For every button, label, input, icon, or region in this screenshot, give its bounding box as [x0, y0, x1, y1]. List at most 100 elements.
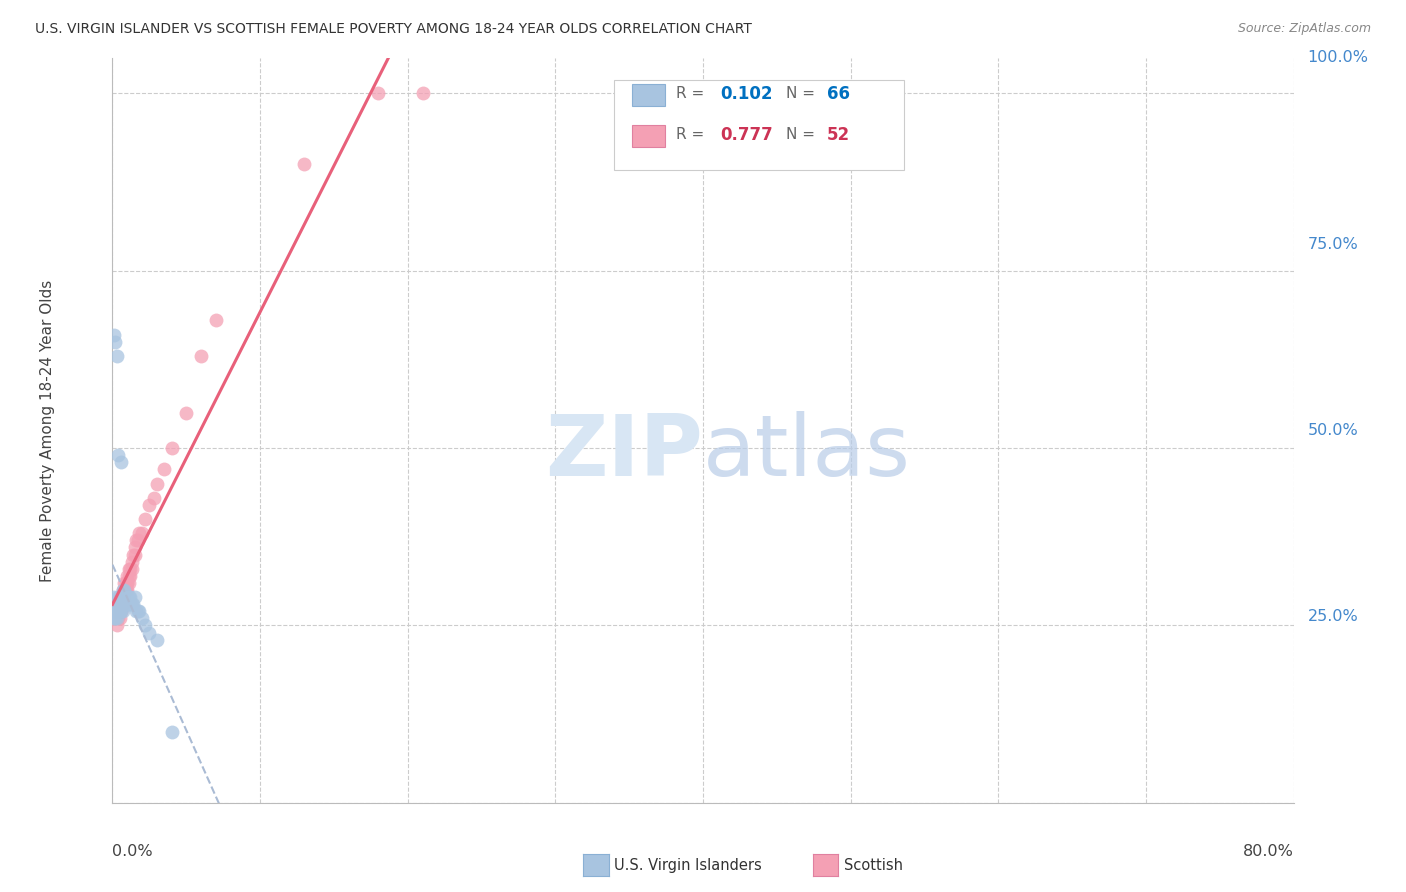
Point	[160, 441, 183, 455]
Bar	[633, 84, 665, 106]
Point	[146, 632, 169, 647]
Point	[107, 604, 129, 618]
Point	[125, 604, 148, 618]
Point	[112, 597, 135, 611]
Point	[103, 597, 125, 611]
Point	[112, 590, 135, 604]
Point	[124, 590, 146, 604]
Text: 25.0%: 25.0%	[1308, 609, 1358, 624]
Point	[111, 590, 134, 604]
Point	[105, 618, 128, 632]
Point	[108, 597, 131, 611]
Point	[128, 604, 150, 618]
Point	[134, 618, 156, 632]
Point	[114, 597, 136, 611]
Text: 52: 52	[827, 126, 851, 144]
Point	[142, 491, 165, 505]
Point	[108, 604, 131, 618]
Point	[367, 87, 389, 101]
Point	[103, 611, 125, 625]
Point	[122, 597, 145, 611]
Point	[104, 604, 127, 618]
Text: 80.0%: 80.0%	[1243, 844, 1294, 859]
Point	[108, 597, 131, 611]
Point	[105, 597, 128, 611]
Point	[205, 313, 228, 327]
Point	[105, 604, 128, 618]
Text: 0.0%: 0.0%	[112, 844, 153, 859]
Point	[117, 582, 138, 597]
Point	[118, 575, 141, 590]
Point	[114, 582, 136, 597]
Point	[105, 604, 128, 618]
Point	[190, 349, 212, 363]
Point	[110, 455, 132, 469]
Point	[124, 548, 146, 562]
Point	[117, 575, 138, 590]
Point	[131, 526, 153, 541]
Point	[105, 611, 128, 625]
Point	[127, 604, 149, 618]
Point	[111, 582, 134, 597]
Text: U.S. VIRGIN ISLANDER VS SCOTTISH FEMALE POVERTY AMONG 18-24 YEAR OLDS CORRELATIO: U.S. VIRGIN ISLANDER VS SCOTTISH FEMALE …	[35, 22, 752, 37]
Text: ZIP: ZIP	[546, 411, 703, 494]
Text: 0.102: 0.102	[721, 85, 773, 103]
Point	[114, 582, 136, 597]
Point	[131, 611, 153, 625]
Text: 50.0%: 50.0%	[1308, 423, 1358, 438]
Point	[107, 611, 129, 625]
Point	[104, 611, 127, 625]
Point	[110, 590, 132, 604]
Point	[103, 604, 125, 618]
Text: atlas: atlas	[703, 411, 911, 494]
Point	[117, 597, 138, 611]
Point	[174, 406, 197, 420]
Point	[111, 604, 134, 618]
Point	[121, 555, 143, 569]
Point	[160, 724, 183, 739]
Point	[127, 533, 149, 548]
Point	[138, 625, 160, 640]
Text: Scottish: Scottish	[844, 858, 903, 872]
Point	[111, 590, 134, 604]
Point	[134, 512, 156, 526]
Point	[118, 562, 141, 576]
Point	[117, 590, 138, 604]
Text: R =: R =	[676, 87, 709, 101]
Point	[114, 575, 136, 590]
Point	[117, 569, 138, 583]
Point	[105, 597, 128, 611]
Point	[114, 597, 136, 611]
Point	[118, 569, 141, 583]
Point	[117, 575, 138, 590]
Point	[120, 590, 142, 604]
Text: R =: R =	[676, 128, 709, 142]
Point	[111, 597, 134, 611]
Point	[120, 597, 142, 611]
Point	[103, 590, 125, 604]
Point	[110, 597, 132, 611]
Point	[111, 597, 134, 611]
Text: N =: N =	[786, 128, 820, 142]
Point	[108, 597, 131, 611]
Point	[112, 575, 135, 590]
Point	[104, 597, 127, 611]
Point	[110, 597, 132, 611]
Point	[128, 526, 150, 541]
Point	[110, 590, 132, 604]
Point	[138, 498, 160, 512]
Point	[110, 590, 132, 604]
Point	[125, 533, 148, 548]
Text: 66: 66	[827, 85, 851, 103]
Point	[110, 597, 132, 611]
Point	[107, 604, 129, 618]
Bar	[633, 125, 665, 147]
Point	[107, 597, 129, 611]
Point	[110, 604, 132, 618]
Point	[122, 548, 145, 562]
Point	[111, 590, 134, 604]
Point	[112, 597, 135, 611]
Point	[111, 582, 134, 597]
Point	[111, 597, 134, 611]
Point	[114, 590, 136, 604]
